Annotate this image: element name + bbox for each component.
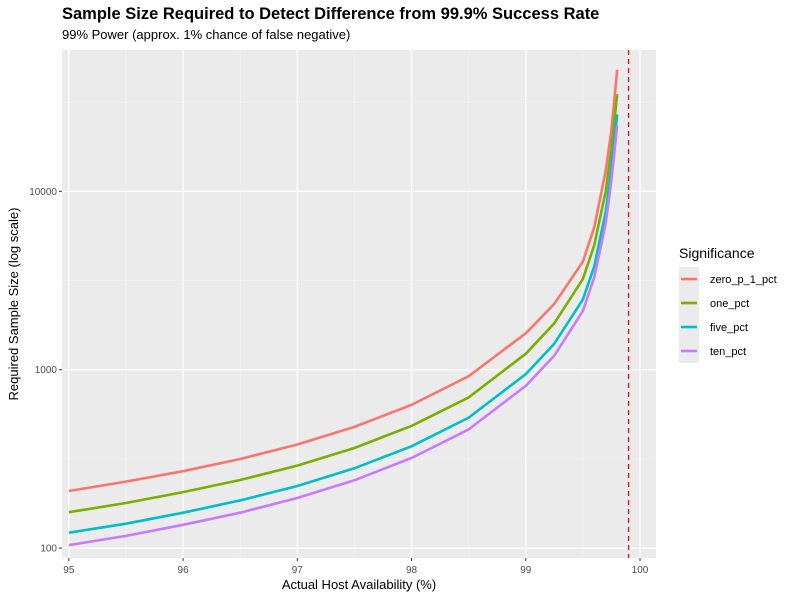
legend-key-background (679, 267, 699, 363)
series-line-one_pct (68, 94, 619, 514)
y-tick-label: 100 (40, 544, 57, 555)
legend: Significance zero_p_1_pct one_pct five_pct… (679, 245, 777, 363)
plot-panel (62, 50, 656, 558)
series-line-five_pct (68, 114, 619, 534)
y-tick-label: 10000 (29, 187, 57, 198)
legend-title: Significance (679, 245, 755, 261)
x-axis-title: Actual Host Availability (%) (282, 577, 436, 592)
legend-label-zero_p_1_pct: zero_p_1_pct (710, 274, 777, 286)
y-axis-title: Required Sample Size (log scale) (6, 208, 21, 401)
series-layer (68, 69, 619, 547)
legend-label-ten_pct: ten_pct (710, 346, 746, 358)
minor-grid (62, 50, 656, 558)
x-tick-label: 97 (292, 565, 304, 576)
chart-subtitle: 99% Power (approx. 1% chance of false ne… (62, 27, 351, 42)
major-grid (62, 50, 656, 558)
axis-layer: 95 96 97 98 99 100 100 1000 10000 (29, 187, 649, 576)
x-tick-label: 98 (406, 565, 418, 576)
x-tick-label: 99 (520, 565, 532, 576)
legend-label-five_pct: five_pct (710, 322, 748, 334)
legend-label-one_pct: one_pct (710, 298, 749, 310)
series-line-ten_pct (68, 125, 619, 547)
y-tick-label: 1000 (35, 365, 58, 376)
chart-title: Sample Size Required to Detect Differenc… (62, 5, 600, 23)
x-tick-label: 95 (63, 565, 75, 576)
x-tick-label: 96 (178, 565, 190, 576)
series-line-zero_p_1_pct (68, 69, 619, 493)
x-tick-label: 100 (632, 565, 649, 576)
